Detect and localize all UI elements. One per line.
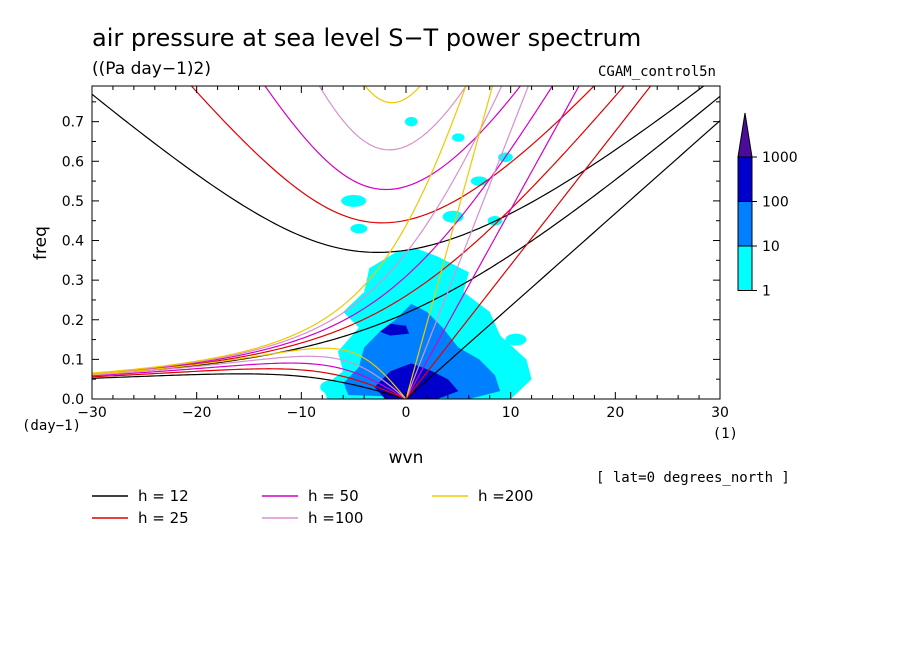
y-tick-label: 0.0 [62, 392, 84, 408]
kelvin-wave-curve [405, 86, 580, 399]
y-tick-label: 0.4 [62, 234, 84, 250]
chart-units: ((Pa day−1)2) [92, 59, 211, 79]
colorbar-segment [737, 156, 753, 202]
legend-label: h =200 [478, 487, 533, 505]
kelvin-wave-curve [405, 120, 720, 399]
y-tick-label: 0.3 [62, 273, 84, 289]
x-axis-ticks: −30 −20 −10 0 10 20 30 [77, 86, 729, 421]
y-tick-label: 0.5 [62, 194, 84, 210]
x-tick-label: 10 [502, 405, 520, 421]
inertio-gravity-curve [264, 86, 522, 191]
rossby-curve [92, 355, 407, 399]
x-unit-label: (1) [713, 426, 738, 442]
power-blob [320, 379, 346, 395]
colorbar-label: 1 [762, 284, 771, 300]
kelvin-wave-curve [405, 86, 652, 399]
rossby-curve [92, 347, 407, 399]
mrg-curve [92, 86, 554, 375]
power-blob [452, 133, 465, 142]
legend-label: h = 50 [308, 487, 359, 505]
mrg-curve [92, 95, 720, 376]
legend-label: h =100 [308, 509, 363, 527]
power-blob [505, 333, 527, 346]
x-tick-label: 30 [711, 405, 729, 421]
y-tick-label: 0.7 [62, 115, 84, 131]
kelvin-wave-curve [405, 86, 494, 399]
colorbar: 1000 100 10 1 [737, 112, 798, 300]
mrg-curve [92, 86, 625, 375]
inertio-gravity-curve [364, 86, 422, 104]
legend: h = 12 h = 25 h = 50 h =100 h =200 [92, 487, 533, 527]
latitude-note: [ lat=0 degrees_north ] [596, 470, 790, 486]
dispersion-curves [92, 86, 720, 399]
kelvin-wave-curve [405, 86, 529, 399]
rossby-curve [92, 373, 407, 399]
colorbar-segment [737, 245, 753, 291]
x-tick-label: −20 [182, 405, 212, 421]
power-blob [350, 223, 368, 234]
power-region-level-2 [343, 303, 501, 399]
rossby-curve [92, 362, 407, 399]
y-axis-ticks: 0.0 0.1 0.2 0.3 0.4 0.5 0.6 0.7 [62, 101, 720, 408]
legend-label: h = 12 [138, 487, 189, 505]
colorbar-segment [737, 201, 753, 247]
rossby-curve [92, 368, 407, 399]
colorbar-label: 100 [762, 195, 789, 211]
x-axis-label: wvn [389, 448, 424, 468]
mrg-curve [92, 86, 503, 374]
mrg-curve [92, 86, 467, 374]
x-tick-label: 0 [402, 405, 411, 421]
y-tick-label: 0.1 [62, 352, 84, 368]
x-tick-label: −30 [77, 405, 107, 421]
run-label: CGAM_control5n [598, 64, 716, 80]
inertio-gravity-curve [92, 86, 705, 253]
legend-label: h = 25 [138, 509, 189, 527]
inertio-gravity-curve [318, 86, 467, 151]
power-region-level-3 [379, 323, 410, 336]
y-tick-label: 0.6 [62, 154, 84, 170]
x-tick-label: 20 [606, 405, 624, 421]
y-unit-label: (day−1) [22, 418, 81, 434]
colorbar-label: 10 [762, 239, 780, 255]
y-tick-label: 0.2 [62, 313, 84, 329]
power-blob [341, 194, 367, 207]
x-tick-label: −10 [287, 405, 317, 421]
power-blob [404, 116, 418, 127]
chart-title: air pressure at sea level S−T power spec… [92, 24, 641, 52]
colorbar-arrow [737, 112, 753, 158]
y-axis-label: freq [31, 226, 51, 260]
colorbar-label: 1000 [762, 150, 798, 166]
